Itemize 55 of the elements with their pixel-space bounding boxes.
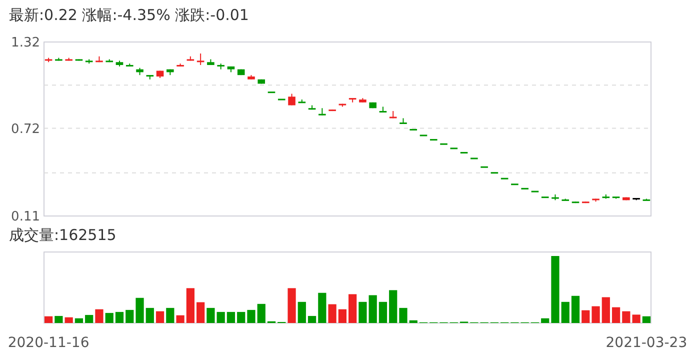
bar bbox=[206, 308, 215, 323]
y-tick-label: 0.72 bbox=[11, 122, 40, 137]
bar bbox=[186, 288, 194, 323]
bar bbox=[348, 294, 357, 323]
bar bbox=[247, 310, 256, 323]
bar bbox=[389, 290, 398, 323]
bar bbox=[409, 320, 418, 323]
bar bbox=[338, 309, 346, 323]
bar bbox=[95, 309, 104, 323]
bar bbox=[612, 307, 620, 323]
bar bbox=[226, 312, 236, 323]
bar bbox=[85, 314, 94, 323]
y-tick-label: 1.32 bbox=[11, 36, 40, 51]
bar bbox=[582, 310, 590, 323]
bar bbox=[358, 302, 367, 323]
bar bbox=[126, 310, 134, 323]
bar bbox=[216, 312, 225, 323]
x-tick-label: 2021-03-23 bbox=[606, 335, 688, 351]
bar bbox=[378, 302, 388, 323]
bar bbox=[399, 308, 408, 323]
bar bbox=[105, 312, 114, 323]
bar bbox=[318, 292, 326, 323]
bar bbox=[642, 316, 650, 323]
chart-title: 成交量:162515 bbox=[9, 226, 116, 244]
bar bbox=[551, 256, 560, 323]
bar bbox=[308, 316, 316, 323]
bar bbox=[592, 306, 600, 323]
bar bbox=[602, 297, 610, 323]
candlestick bbox=[288, 93, 296, 106]
bar bbox=[257, 304, 266, 323]
bar bbox=[622, 311, 630, 323]
bar bbox=[328, 304, 336, 323]
bar bbox=[136, 298, 144, 323]
bar bbox=[44, 316, 53, 323]
bar bbox=[298, 302, 306, 323]
x-tick-label: 2020-11-16 bbox=[8, 335, 90, 351]
bar bbox=[64, 317, 73, 323]
bar bbox=[54, 316, 63, 323]
bar bbox=[166, 308, 174, 323]
bar bbox=[74, 318, 84, 323]
candlestick bbox=[196, 53, 204, 66]
bar bbox=[146, 308, 154, 323]
bar bbox=[288, 288, 296, 323]
bar bbox=[368, 295, 377, 323]
bar bbox=[561, 302, 570, 323]
bar bbox=[176, 315, 184, 323]
bar bbox=[237, 312, 246, 323]
bar bbox=[632, 314, 640, 323]
y-tick-label: 0.11 bbox=[11, 210, 40, 225]
bar bbox=[571, 296, 580, 323]
bar bbox=[115, 312, 124, 323]
bar bbox=[541, 318, 550, 323]
bar bbox=[196, 302, 205, 323]
chart-title: 最新:0.22 涨幅:-4.35% 涨跌:-0.01 bbox=[9, 6, 249, 24]
bar bbox=[156, 311, 164, 323]
